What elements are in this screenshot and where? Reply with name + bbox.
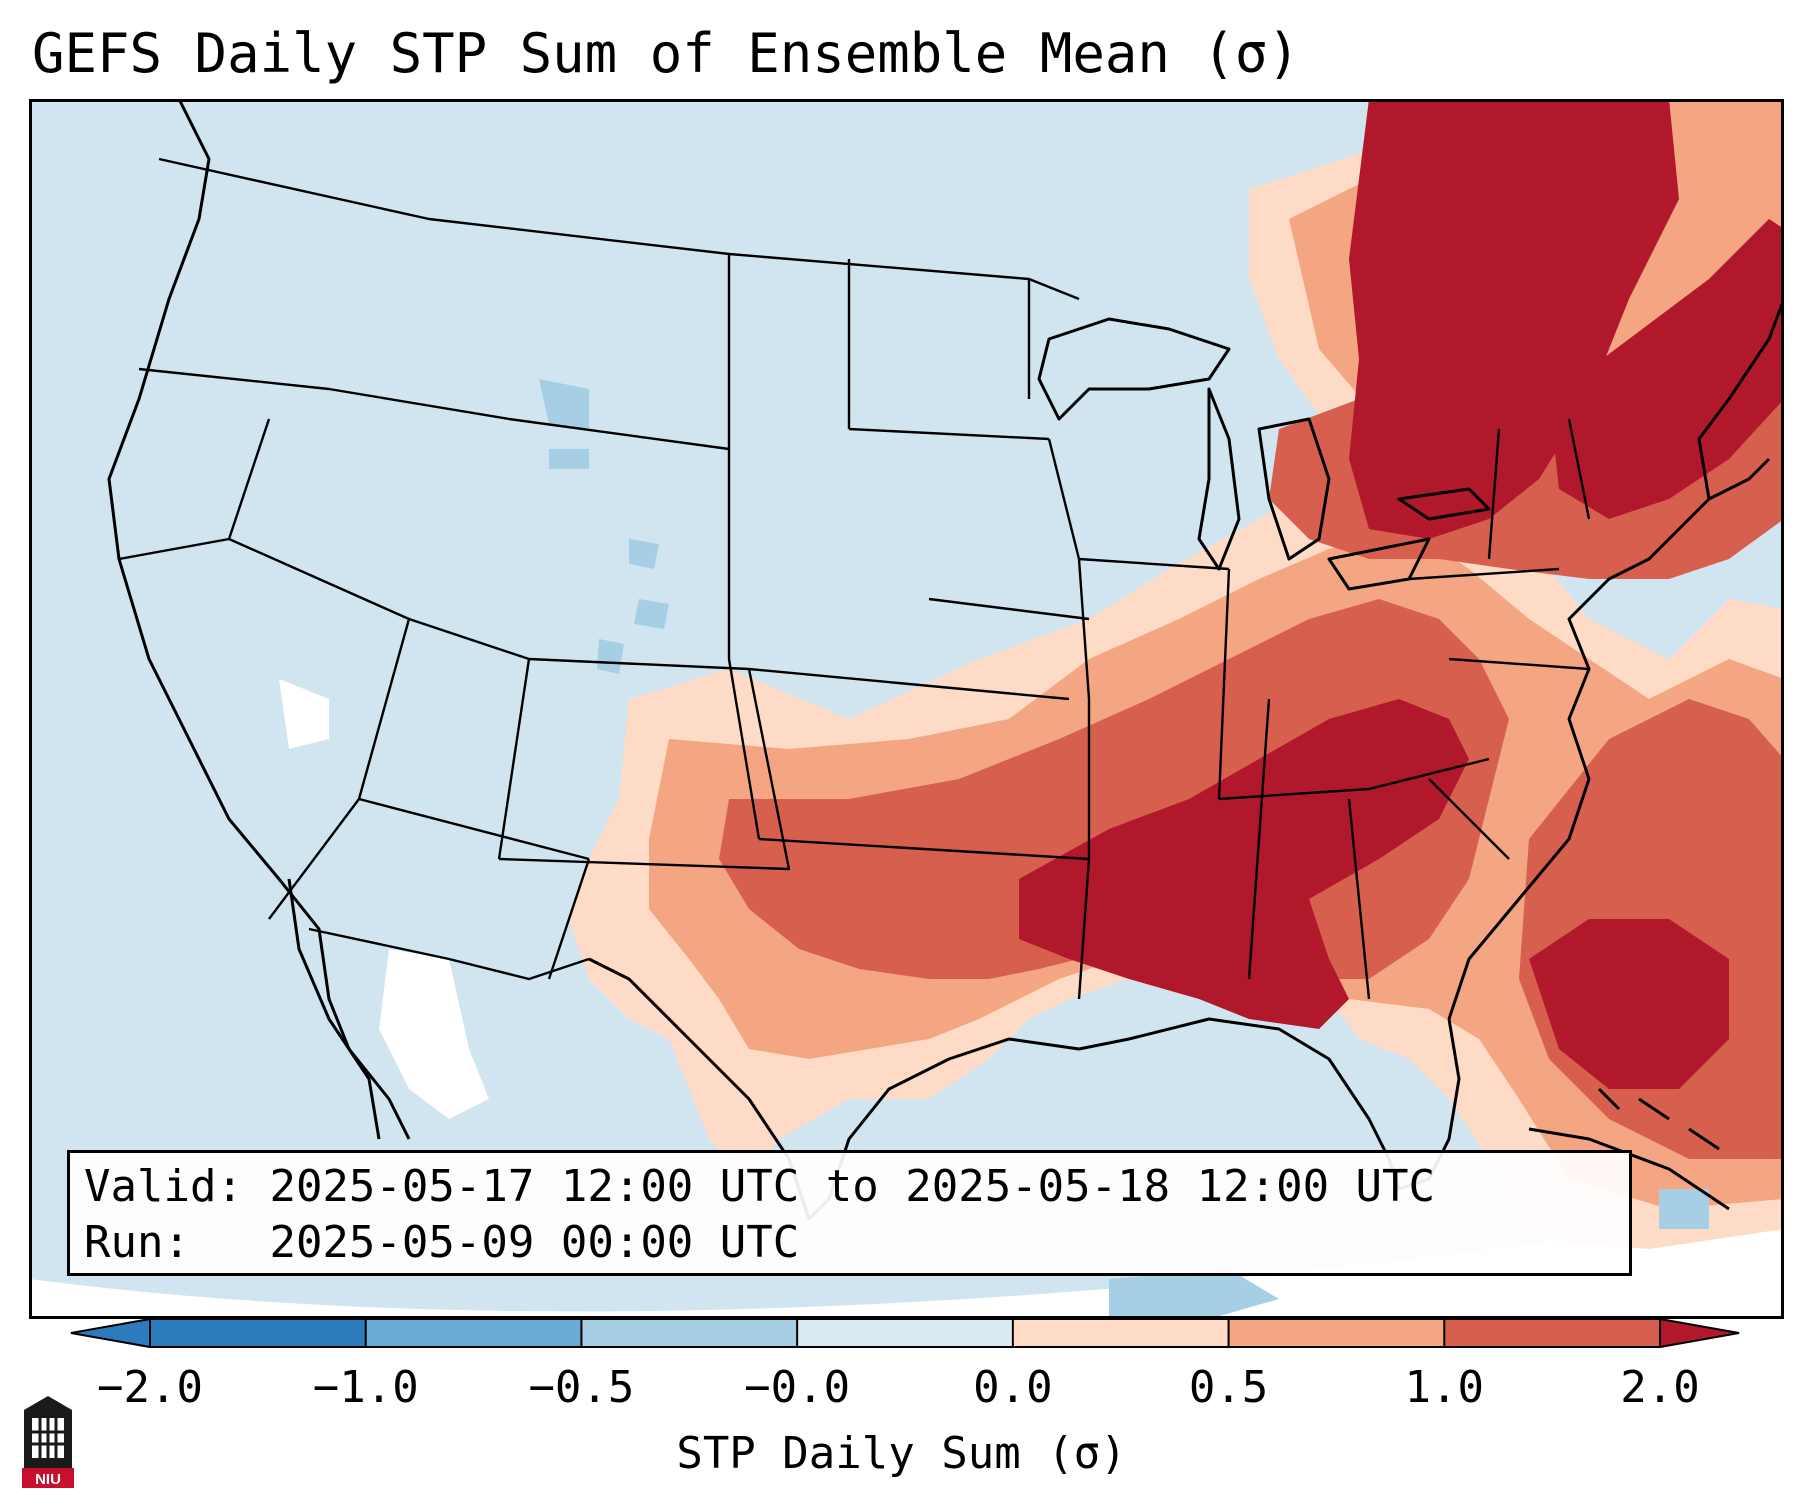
- run-label: Run:: [84, 1217, 190, 1268]
- colorbar-segment: [1444, 1318, 1661, 1348]
- field-negative-cuba: [1109, 1189, 1709, 1319]
- colorbar-tick-label: −0.0: [744, 1362, 851, 1413]
- field-max-atlantic: [1529, 919, 1729, 1089]
- colorbar-tick-label: 1.0: [1404, 1362, 1485, 1413]
- colorbar-segment: [1012, 1318, 1230, 1348]
- colorbar-segment: [150, 1318, 367, 1348]
- coast-east: [1447, 298, 1784, 1020]
- field-max-quebec: [1349, 99, 1679, 539]
- map-title: GEFS Daily STP Sum of Ensemble Mean (σ): [32, 22, 1300, 85]
- valid-time: 2025-05-17 12:00 UTC to 2025-05-18 12:00…: [269, 1161, 1436, 1212]
- logo-text: NIU: [35, 1471, 61, 1488]
- colorbar-tick-label: −1.0: [312, 1362, 419, 1413]
- stp-map: [29, 99, 1784, 1319]
- bahamas: [1597, 1087, 1720, 1151]
- coast-baja: [287, 878, 381, 1140]
- field-max-tennessee: [1019, 699, 1469, 1029]
- state-lines-east: [1217, 418, 1591, 1000]
- coast-west: [107, 99, 411, 1140]
- colorbar-segment: [581, 1318, 798, 1348]
- colorbar: [70, 1318, 1740, 1348]
- coastlines: [107, 99, 1784, 1221]
- colorbar-extend-low: [70, 1318, 150, 1348]
- colorbar-segment: [1228, 1318, 1445, 1348]
- valid-run-info: Valid: 2025-05-17 12:00 UTC to 2025-05-1…: [67, 1150, 1632, 1276]
- colorbar-segment: [365, 1318, 582, 1348]
- colorbar-label: STP Daily Sum (σ): [676, 1428, 1127, 1479]
- run-time: 2025-05-09 00:00 UTC: [269, 1217, 800, 1268]
- anomaly-field: [279, 99, 1784, 1319]
- colorbar-tick-label: 2.0: [1620, 1362, 1700, 1413]
- state-borders: [118, 157, 1591, 1000]
- colorbar-tick-label: −0.5: [528, 1362, 635, 1413]
- state-lines-west: [118, 367, 791, 980]
- field-negative-rockies: [539, 379, 669, 674]
- colorbar-extend-high: [1660, 1318, 1740, 1348]
- niu-tower-logo: NIU: [22, 1396, 74, 1488]
- coast-northeast: [1708, 457, 1771, 501]
- colorbar-tick-label: −2.0: [97, 1362, 203, 1413]
- valid-label: Valid:: [84, 1161, 243, 1212]
- colorbar-segment: [797, 1318, 1014, 1348]
- state-lines-central: [727, 254, 1230, 1000]
- colorbar-tick-label: 0.0: [973, 1362, 1053, 1413]
- domain-edge: [29, 1209, 1784, 1319]
- border-mexico: [308, 927, 590, 981]
- field-nearzero-mexico: [279, 679, 489, 1119]
- colorbar-tick-label: 0.5: [1188, 1362, 1269, 1413]
- field-max-newengland: [1549, 219, 1784, 519]
